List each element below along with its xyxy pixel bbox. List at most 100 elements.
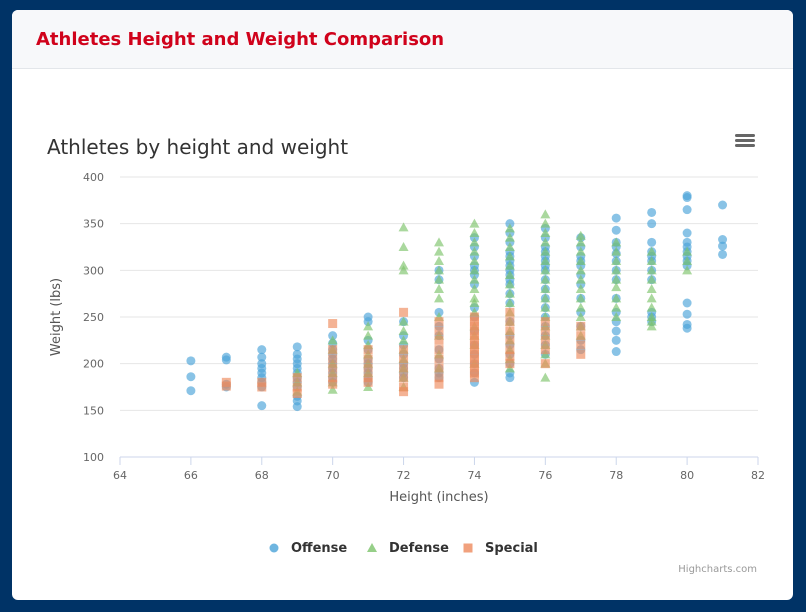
defense-point[interactable] bbox=[540, 218, 551, 228]
defense-point[interactable] bbox=[540, 265, 551, 275]
defense-point[interactable] bbox=[469, 284, 480, 293]
defense-point[interactable] bbox=[434, 274, 444, 284]
legend-item-offense[interactable]: Offense bbox=[269, 541, 348, 556]
defense-point[interactable] bbox=[575, 284, 586, 293]
defense-point[interactable] bbox=[540, 302, 551, 312]
special-point[interactable] bbox=[434, 345, 444, 355]
defense-point[interactable] bbox=[504, 251, 515, 261]
offense-point[interactable] bbox=[221, 355, 231, 365]
offense-point[interactable] bbox=[611, 326, 621, 336]
defense-point[interactable] bbox=[469, 298, 480, 307]
defense-point[interactable] bbox=[469, 218, 480, 228]
defense-point[interactable] bbox=[611, 293, 622, 303]
offense-point[interactable] bbox=[647, 237, 657, 247]
offense-point[interactable] bbox=[611, 335, 621, 345]
defense-point[interactable] bbox=[611, 237, 622, 247]
special-point[interactable] bbox=[505, 307, 515, 317]
chart-menu-button[interactable] bbox=[735, 132, 755, 148]
credits-link[interactable]: Highcharts.com bbox=[678, 564, 757, 575]
offense-point[interactable] bbox=[257, 401, 267, 411]
special-point[interactable] bbox=[469, 359, 479, 369]
defense-point[interactable] bbox=[469, 265, 480, 275]
defense-point[interactable] bbox=[434, 256, 444, 265]
defense-point[interactable] bbox=[575, 312, 586, 321]
special-point[interactable] bbox=[257, 377, 267, 387]
special-point[interactable] bbox=[469, 312, 479, 322]
defense-point[interactable] bbox=[682, 265, 693, 275]
special-point[interactable] bbox=[540, 359, 550, 369]
offense-point[interactable] bbox=[257, 345, 267, 355]
special-point[interactable] bbox=[363, 363, 373, 373]
defense-point[interactable] bbox=[398, 316, 409, 326]
defense-point[interactable] bbox=[611, 265, 622, 275]
special-point[interactable] bbox=[505, 345, 515, 355]
special-point[interactable] bbox=[469, 317, 479, 327]
offense-point[interactable] bbox=[682, 205, 692, 215]
special-point[interactable] bbox=[540, 326, 550, 336]
defense-point[interactable] bbox=[398, 265, 409, 275]
defense-point[interactable] bbox=[469, 246, 480, 256]
special-point[interactable] bbox=[399, 382, 409, 392]
defense-point[interactable] bbox=[398, 260, 409, 270]
offense-point[interactable] bbox=[682, 228, 692, 238]
defense-point[interactable] bbox=[363, 321, 374, 331]
special-point[interactable] bbox=[257, 382, 267, 392]
special-point[interactable] bbox=[328, 379, 338, 389]
defense-point[interactable] bbox=[646, 312, 657, 321]
defense-point[interactable] bbox=[575, 265, 586, 275]
legend-marker-offense[interactable] bbox=[269, 543, 279, 553]
special-point[interactable] bbox=[328, 319, 338, 329]
special-point[interactable] bbox=[540, 335, 550, 345]
defense-point[interactable] bbox=[540, 284, 551, 293]
special-point[interactable] bbox=[576, 349, 586, 359]
special-point[interactable] bbox=[363, 354, 373, 364]
defense-point[interactable] bbox=[611, 256, 622, 265]
defense-point[interactable] bbox=[504, 298, 515, 307]
offense-point[interactable] bbox=[292, 402, 302, 412]
defense-point[interactable] bbox=[398, 335, 409, 345]
offense-point[interactable] bbox=[718, 200, 728, 210]
special-point[interactable] bbox=[505, 335, 515, 345]
special-point[interactable] bbox=[434, 363, 444, 373]
defense-point[interactable] bbox=[540, 228, 551, 237]
defense-point[interactable] bbox=[575, 246, 586, 256]
defense-point[interactable] bbox=[646, 293, 657, 303]
defense-point[interactable] bbox=[504, 223, 515, 233]
special-point[interactable] bbox=[540, 317, 550, 327]
special-point[interactable] bbox=[328, 354, 338, 364]
offense-point[interactable] bbox=[682, 323, 692, 333]
defense-point[interactable] bbox=[469, 274, 480, 284]
defense-point[interactable] bbox=[575, 230, 586, 240]
defense-point[interactable] bbox=[469, 293, 480, 303]
defense-point[interactable] bbox=[434, 265, 444, 275]
special-point[interactable] bbox=[434, 354, 444, 364]
defense-point[interactable] bbox=[469, 237, 480, 247]
defense-point[interactable] bbox=[611, 312, 622, 321]
legend-marker-special[interactable] bbox=[463, 543, 473, 553]
defense-point[interactable] bbox=[611, 274, 622, 284]
legend-marker-defense[interactable] bbox=[367, 543, 377, 552]
special-point[interactable] bbox=[221, 381, 231, 391]
defense-point[interactable] bbox=[504, 232, 515, 242]
defense-point[interactable] bbox=[646, 321, 657, 331]
defense-point[interactable] bbox=[646, 302, 657, 312]
defense-point[interactable] bbox=[540, 372, 551, 382]
offense-point[interactable] bbox=[186, 386, 196, 396]
offense-point[interactable] bbox=[611, 347, 621, 357]
defense-point[interactable] bbox=[504, 242, 515, 251]
special-point[interactable] bbox=[576, 321, 586, 331]
offense-point[interactable] bbox=[611, 213, 621, 223]
defense-point[interactable] bbox=[434, 237, 444, 247]
offense-point[interactable] bbox=[505, 373, 515, 383]
special-point[interactable] bbox=[469, 368, 479, 378]
defense-point[interactable] bbox=[469, 256, 480, 265]
special-point[interactable] bbox=[469, 363, 479, 373]
defense-point[interactable] bbox=[540, 209, 551, 219]
special-point[interactable] bbox=[399, 363, 409, 373]
special-point[interactable] bbox=[505, 359, 515, 369]
defense-point[interactable] bbox=[327, 335, 338, 345]
defense-point[interactable] bbox=[575, 293, 586, 303]
defense-point[interactable] bbox=[682, 246, 693, 256]
special-point[interactable] bbox=[434, 326, 444, 336]
defense-point[interactable] bbox=[646, 256, 657, 265]
